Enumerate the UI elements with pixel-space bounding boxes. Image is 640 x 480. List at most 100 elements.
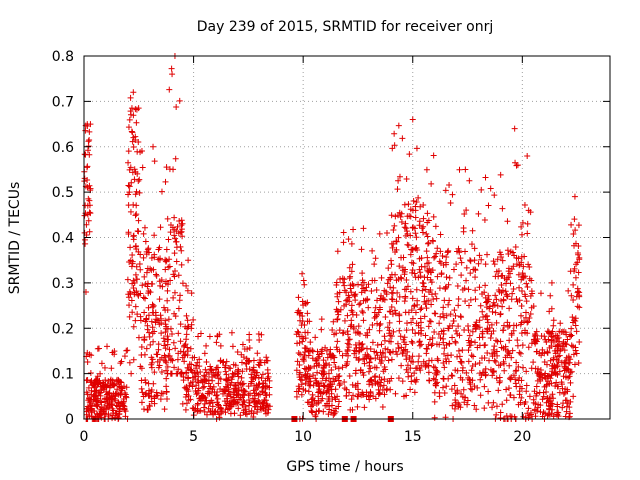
data-point — [256, 362, 263, 369]
data-point — [569, 314, 576, 321]
data-point — [516, 349, 523, 356]
data-point — [541, 358, 548, 365]
data-point — [82, 127, 89, 134]
data-point — [147, 341, 154, 348]
data-point — [378, 376, 385, 383]
y-tick-label: 0.2 — [52, 321, 74, 337]
data-point — [472, 339, 479, 346]
data-point — [403, 225, 410, 232]
data-point — [460, 224, 467, 231]
data-point — [206, 333, 213, 340]
data-point — [481, 217, 488, 224]
data-point — [141, 224, 148, 231]
data-point — [166, 263, 173, 270]
data-point — [560, 340, 567, 347]
data-point — [476, 334, 483, 341]
data-point — [548, 305, 555, 312]
data-point — [460, 386, 467, 393]
data-point — [445, 301, 452, 308]
data-point — [252, 386, 259, 393]
data-point — [393, 238, 400, 245]
data-point — [230, 361, 237, 368]
data-point — [441, 389, 448, 396]
data-point — [336, 382, 343, 389]
data-point — [482, 365, 489, 372]
data-point — [85, 217, 92, 224]
data-point — [334, 248, 341, 255]
data-point — [470, 353, 477, 360]
data-point — [558, 359, 565, 366]
data-point — [369, 322, 376, 329]
data-point — [175, 272, 182, 279]
data-point — [154, 392, 161, 399]
data-point — [352, 382, 359, 389]
data-point — [127, 290, 134, 297]
data-point — [517, 312, 524, 319]
data-point — [395, 344, 402, 351]
data-point — [117, 384, 124, 391]
data-point — [312, 411, 319, 418]
data-point — [173, 104, 180, 111]
data-point — [169, 224, 176, 231]
data-point — [389, 290, 396, 297]
data-point — [491, 343, 498, 350]
data-point — [162, 329, 169, 336]
data-point — [148, 388, 155, 395]
data-point — [425, 297, 432, 304]
data-point — [459, 286, 466, 293]
data-point — [360, 317, 367, 324]
data-point — [421, 313, 428, 320]
data-point — [508, 330, 515, 337]
data-point — [207, 399, 214, 406]
data-point — [476, 284, 483, 291]
data-point — [195, 333, 202, 340]
data-point — [466, 302, 473, 309]
data-point — [453, 327, 460, 334]
data-point — [381, 296, 388, 303]
data-point — [403, 352, 410, 359]
x-tick-label: 10 — [294, 429, 312, 445]
data-point — [424, 260, 431, 267]
data-point — [97, 399, 104, 406]
data-point — [378, 274, 385, 281]
data-point — [84, 405, 91, 412]
data-point — [299, 313, 306, 320]
data-point — [554, 403, 561, 410]
data-point — [456, 353, 463, 360]
data-point — [412, 330, 419, 337]
data-point — [254, 350, 261, 357]
data-point — [493, 411, 500, 418]
data-point — [402, 341, 409, 348]
data-point — [536, 370, 543, 377]
data-point — [439, 310, 446, 317]
data-point — [462, 166, 469, 173]
data-point — [118, 358, 125, 365]
data-point — [350, 392, 357, 399]
data-point — [545, 411, 552, 418]
data-point — [381, 363, 388, 370]
data-point — [454, 367, 461, 374]
data-point — [230, 371, 237, 378]
data-point — [525, 405, 532, 412]
data-point — [177, 338, 184, 345]
data-point — [429, 267, 436, 274]
data-point — [151, 400, 158, 407]
data-point — [187, 379, 194, 386]
data-point — [245, 392, 252, 399]
data-point — [206, 390, 213, 397]
data-point — [537, 290, 544, 297]
data-point — [392, 310, 399, 317]
data-point — [481, 383, 488, 390]
data-point — [401, 298, 408, 305]
data-point — [256, 337, 263, 344]
data-point — [336, 372, 343, 379]
data-point — [164, 396, 171, 403]
data-point — [215, 380, 222, 387]
data-point — [568, 292, 575, 299]
data-point — [202, 366, 209, 373]
data-point — [258, 406, 265, 413]
data-point — [408, 319, 415, 326]
data-point — [388, 375, 395, 382]
data-point — [525, 207, 532, 214]
data-point — [323, 389, 330, 396]
